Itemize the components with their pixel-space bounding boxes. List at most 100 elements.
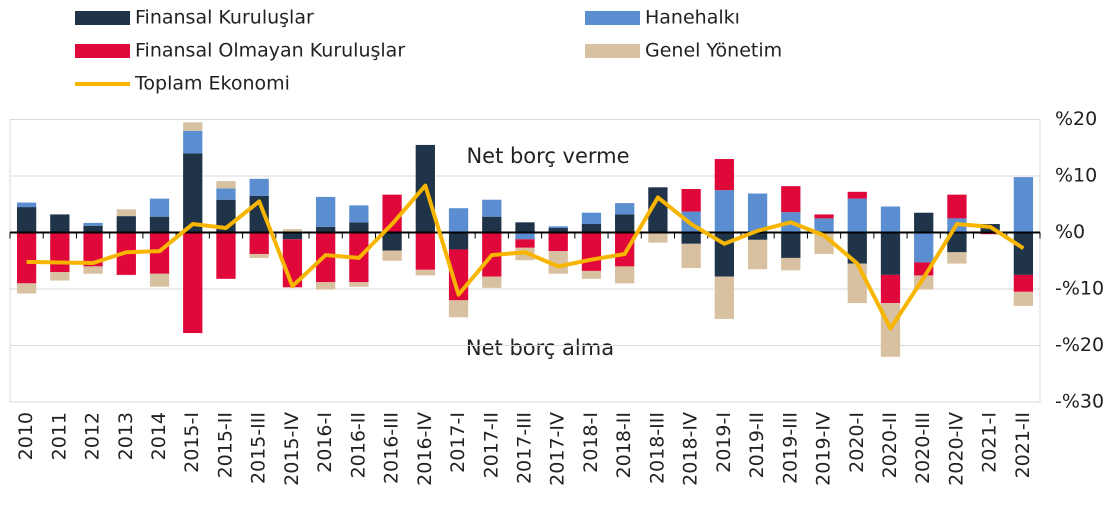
bar <box>382 232 402 251</box>
bar <box>282 232 303 240</box>
bar <box>448 232 469 250</box>
bar <box>581 270 602 279</box>
bar <box>482 216 502 233</box>
bar <box>548 226 568 228</box>
bar <box>515 239 535 248</box>
bar <box>515 222 535 233</box>
x-tick-label: 2016-III <box>381 412 403 484</box>
bar <box>116 216 136 233</box>
legend-label: Hanehalkı <box>645 7 740 29</box>
x-tick-label: 2015-I <box>181 412 203 473</box>
x-tick-label: 2020-IV <box>945 412 967 486</box>
bar <box>781 232 801 258</box>
x-tick-label: 2020-I <box>846 412 868 473</box>
bar <box>183 232 203 334</box>
bar <box>83 232 103 267</box>
bar <box>714 159 734 191</box>
bar <box>880 274 901 304</box>
bar <box>316 282 336 290</box>
bar <box>16 202 37 208</box>
bar <box>1013 274 1034 292</box>
x-tick-label: 2019-I <box>713 412 735 473</box>
bar <box>781 186 801 213</box>
legend-label: Finansal Olmayan Kuruluşlar <box>135 40 405 62</box>
bar <box>615 266 635 284</box>
x-tick-label: 2019-II <box>746 412 768 478</box>
bar <box>880 232 901 275</box>
x-tick-label: 2017-II <box>480 412 502 478</box>
bar <box>581 232 602 271</box>
bar <box>947 252 967 264</box>
x-tick-label: 2021-II <box>1012 412 1034 478</box>
bar <box>349 222 369 233</box>
bar <box>249 253 269 258</box>
bar <box>249 178 269 196</box>
bar <box>316 196 336 227</box>
legend-label: Finansal Kuruluşlar <box>135 7 314 29</box>
bar <box>847 191 867 199</box>
x-tick-label: 2017-IV <box>547 412 569 486</box>
bar <box>847 263 867 304</box>
bar <box>615 214 635 233</box>
legend-swatch <box>75 44 130 58</box>
legend-swatch <box>585 44 640 58</box>
bar <box>282 229 303 233</box>
bar <box>216 181 236 189</box>
bar <box>16 232 37 284</box>
x-tick-label: 2018-II <box>613 412 635 478</box>
bar <box>249 232 269 254</box>
bar <box>681 232 701 244</box>
x-tick-label: 2017-III <box>514 412 536 484</box>
bar <box>349 282 369 287</box>
bar <box>747 232 768 240</box>
y-tick-label: -%20 <box>1055 334 1104 356</box>
total-line <box>26 183 1025 331</box>
bar <box>548 251 568 274</box>
bar <box>448 208 469 233</box>
bar <box>216 188 236 200</box>
bar <box>50 272 70 281</box>
y-tick-label: -%30 <box>1055 391 1104 413</box>
bar <box>648 187 668 233</box>
bar <box>183 153 203 233</box>
bar <box>382 250 402 261</box>
bar <box>1013 232 1034 275</box>
x-tick-label: 2016-IV <box>414 412 436 486</box>
bar <box>681 188 701 212</box>
bar <box>548 227 568 233</box>
bar <box>880 206 901 233</box>
bar <box>914 232 934 263</box>
x-tick-label: 2015-II <box>214 412 236 478</box>
legend-label: Toplam Ekonomi <box>134 73 290 95</box>
bar <box>149 273 170 287</box>
bar <box>747 193 768 233</box>
bar <box>681 243 701 269</box>
x-tick-label: 2016-I <box>314 412 336 473</box>
annotation: Net borç alma <box>466 336 614 360</box>
bar <box>149 198 170 217</box>
bar <box>50 214 70 233</box>
bar <box>781 257 801 271</box>
bar <box>714 276 734 319</box>
x-tick-label: 2012 <box>82 412 104 460</box>
x-tick-label: 2015-IV <box>281 412 303 486</box>
x-tick-label: 2011 <box>48 412 70 460</box>
bar <box>847 198 867 233</box>
x-tick-label: 2019-IV <box>813 412 835 486</box>
bar <box>947 194 967 219</box>
y-tick-label: %20 <box>1055 108 1097 130</box>
bar <box>16 207 37 233</box>
bar <box>116 209 136 217</box>
x-tick-label: 2013 <box>115 412 137 460</box>
y-tick-label: %0 <box>1055 221 1085 243</box>
x-tick-label: 2016-II <box>347 412 369 478</box>
bar <box>349 205 369 223</box>
bar <box>482 276 502 288</box>
x-tick-label: 2021-I <box>979 412 1001 473</box>
bar <box>83 266 103 274</box>
bar <box>548 232 568 252</box>
x-tick-label: 2017-I <box>447 412 469 473</box>
bar <box>316 226 336 233</box>
bar <box>515 232 535 240</box>
